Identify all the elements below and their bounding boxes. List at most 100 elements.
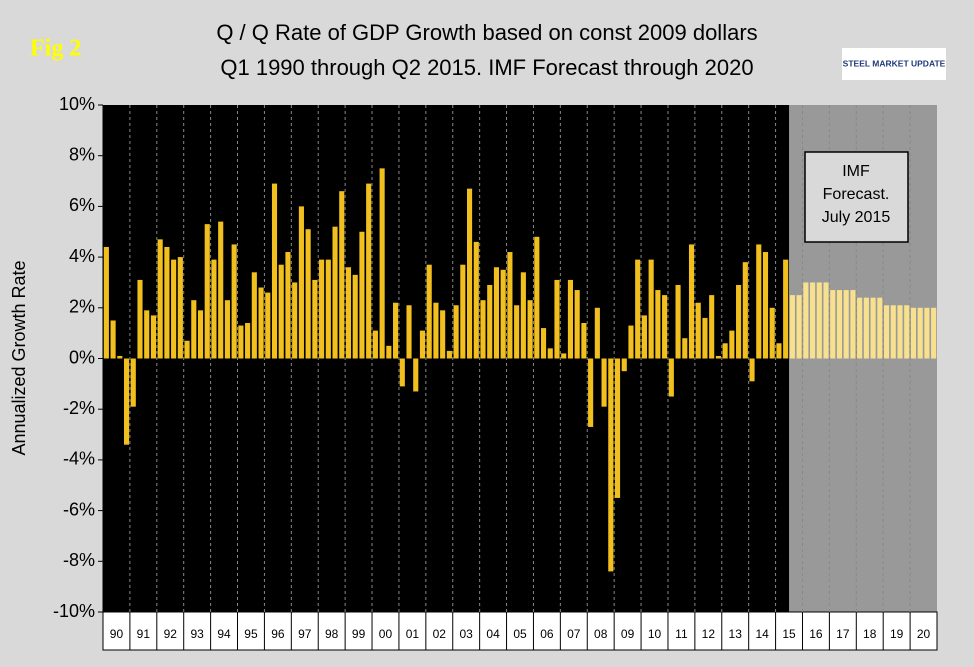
bar — [211, 259, 217, 359]
x-tick-label: 90 — [110, 627, 124, 641]
chart-title: Q1 1990 through Q2 2015. IMF Forecast th… — [220, 55, 753, 80]
x-tick-label: 09 — [621, 627, 635, 641]
bar — [278, 264, 284, 359]
bar — [191, 300, 197, 359]
x-tick-label: 13 — [729, 627, 743, 641]
bar — [103, 246, 109, 359]
bar — [305, 229, 311, 359]
bar — [870, 297, 876, 359]
bar — [520, 272, 526, 359]
bar — [150, 315, 156, 359]
bar — [171, 259, 177, 359]
bar — [386, 345, 392, 359]
bar — [574, 290, 580, 359]
x-tick-label: 97 — [298, 627, 312, 641]
bar — [224, 300, 230, 359]
x-tick-label: 03 — [460, 627, 474, 641]
x-tick-label: 14 — [755, 627, 769, 641]
bar — [836, 290, 843, 359]
x-tick-label: 10 — [648, 627, 662, 641]
bar — [460, 264, 466, 359]
bar — [769, 307, 775, 359]
logo-box — [842, 48, 946, 80]
x-tick-label: 94 — [217, 627, 231, 641]
bar — [231, 244, 237, 359]
x-tick-label: 96 — [271, 627, 285, 641]
bar — [581, 323, 587, 359]
x-tick-label: 00 — [379, 627, 393, 641]
bar — [467, 188, 473, 359]
bar — [702, 317, 708, 359]
x-tick-label: 04 — [486, 627, 500, 641]
y-tick-label: -10% — [53, 601, 95, 621]
bar — [561, 353, 567, 359]
bar — [890, 305, 896, 359]
x-tick-label: 91 — [137, 627, 151, 641]
y-tick-label: -2% — [63, 398, 95, 418]
bar — [123, 358, 130, 445]
y-tick-label: 4% — [69, 246, 95, 266]
bar — [473, 241, 479, 359]
bar — [904, 305, 910, 359]
y-tick-label: 6% — [69, 195, 95, 215]
bar — [514, 305, 520, 359]
bar — [527, 300, 533, 359]
bar — [614, 358, 621, 498]
y-tick-label: 2% — [69, 297, 95, 317]
bar — [117, 355, 123, 359]
bar — [749, 358, 755, 382]
bar — [823, 282, 829, 359]
bar — [359, 231, 365, 359]
logo: STEEL MARKET UPDATE — [843, 58, 946, 68]
x-tick-label: 07 — [567, 627, 581, 641]
annotation: IMF — [842, 163, 870, 180]
bar — [756, 244, 762, 359]
y-axis-label: Annualized Growth Rate — [9, 260, 29, 455]
bar — [695, 302, 701, 359]
bar — [379, 168, 385, 359]
y-tick-label: -4% — [63, 449, 95, 469]
bar — [332, 226, 338, 359]
x-tick-label: 95 — [244, 627, 258, 641]
y-tick-label: 8% — [69, 144, 95, 164]
bar — [675, 284, 681, 359]
bar — [245, 323, 251, 359]
bar — [783, 259, 789, 359]
bar — [238, 325, 244, 359]
bar — [393, 302, 399, 359]
bar — [608, 358, 614, 572]
x-tick-label: 19 — [890, 627, 904, 641]
annotation: July 2015 — [822, 209, 891, 226]
bar — [897, 305, 903, 359]
bar — [325, 259, 331, 359]
x-tick-label: 99 — [352, 627, 366, 641]
bar — [816, 282, 822, 359]
bar — [621, 358, 627, 372]
bar — [271, 183, 278, 359]
bar — [130, 358, 136, 407]
x-axis-box — [102, 611, 938, 651]
bar — [312, 279, 318, 359]
bar — [487, 284, 493, 359]
bar — [641, 315, 647, 359]
bar — [251, 272, 257, 359]
x-tick-label: 20 — [917, 627, 931, 641]
bar — [742, 262, 748, 359]
bar — [776, 343, 782, 359]
bar — [709, 295, 715, 359]
bar — [594, 307, 600, 359]
bar — [924, 307, 930, 359]
bar — [796, 295, 802, 359]
bar — [372, 330, 378, 359]
bar — [789, 295, 795, 359]
annotation: Forecast. — [823, 186, 890, 203]
bar — [177, 257, 183, 359]
y-tick-label: 0% — [69, 347, 95, 367]
bar — [588, 358, 594, 427]
bar — [863, 297, 869, 359]
bar — [218, 221, 224, 359]
bar — [298, 206, 304, 359]
bar — [480, 300, 486, 359]
x-tick-label: 15 — [782, 627, 796, 641]
